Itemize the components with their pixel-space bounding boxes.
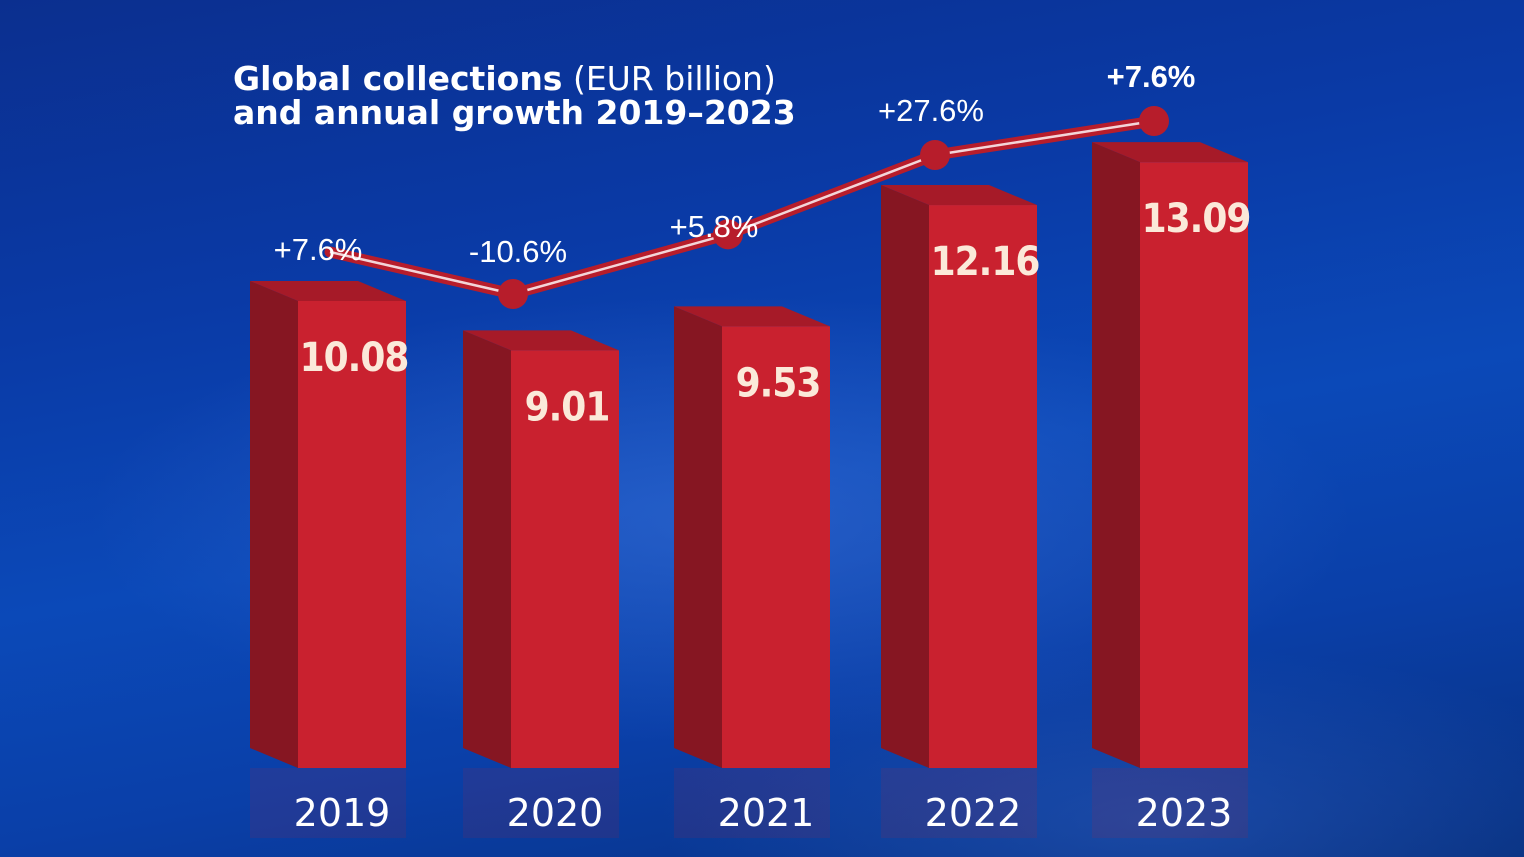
bar-2021	[674, 306, 830, 768]
title-unit-text: (EUR billion)	[572, 59, 776, 98]
growth-point	[498, 279, 528, 309]
labels-layer: 10.08 2019 9.01 2020 9.53 2021 12.16 2022 13.09 2…	[274, 59, 1252, 835]
bar-front-face	[298, 301, 406, 768]
bar-2023	[1092, 142, 1248, 769]
bar-side-face	[1092, 142, 1140, 769]
bar-reflection	[1092, 768, 1248, 838]
bar-2019	[250, 281, 406, 768]
bar-2020	[463, 330, 619, 768]
bar-value-label: 10.08	[300, 335, 409, 381]
growth-line-layer	[324, 106, 1169, 309]
title-line-1: Global collections (EUR billion)	[233, 62, 796, 96]
bar-side-face	[463, 330, 511, 768]
growth-point	[1139, 106, 1169, 136]
bar-top-face	[881, 185, 1037, 206]
growth-label: +7.6%	[1107, 59, 1196, 94]
growth-label: -10.6%	[469, 234, 567, 269]
year-label: 2019	[294, 791, 391, 835]
growth-point	[713, 219, 743, 250]
bar-value-label: 12.16	[931, 239, 1040, 285]
bar-front-face	[511, 350, 619, 768]
bar-value-label: 9.01	[525, 384, 610, 430]
bar-side-face	[881, 185, 929, 769]
bar-2022	[881, 185, 1037, 769]
title-bold-text: Global collections	[233, 59, 563, 98]
bar-value-label: 9.53	[736, 360, 821, 406]
growth-point	[920, 140, 950, 170]
year-label: 2022	[925, 791, 1022, 835]
bar-reflection	[674, 768, 830, 838]
bar-top-face	[463, 330, 619, 351]
bar-reflection	[250, 768, 406, 838]
growth-label: +5.8%	[670, 209, 759, 244]
bar-reflection	[881, 768, 1037, 838]
year-label: 2021	[718, 791, 815, 835]
bar-front-face	[929, 205, 1037, 769]
title-line-2: and annual growth 2019–2023	[233, 93, 796, 132]
growth-label: +27.6%	[878, 93, 984, 128]
bars-layer	[250, 142, 1248, 838]
bar-side-face	[674, 306, 722, 768]
bar-front-face	[722, 326, 830, 768]
year-label: 2023	[1136, 791, 1233, 835]
bar-top-face	[674, 306, 830, 327]
bar-side-face	[250, 281, 298, 768]
growth-label: +7.6%	[274, 232, 363, 267]
bar-value-label: 13.09	[1142, 196, 1251, 242]
year-label: 2020	[507, 791, 604, 835]
bar-top-face	[1092, 142, 1248, 163]
bar-top-face	[250, 281, 406, 301]
chart-title: Global collections (EUR billion) and ann…	[233, 62, 796, 130]
bar-front-face	[1140, 162, 1248, 769]
bar-reflection	[463, 768, 619, 838]
